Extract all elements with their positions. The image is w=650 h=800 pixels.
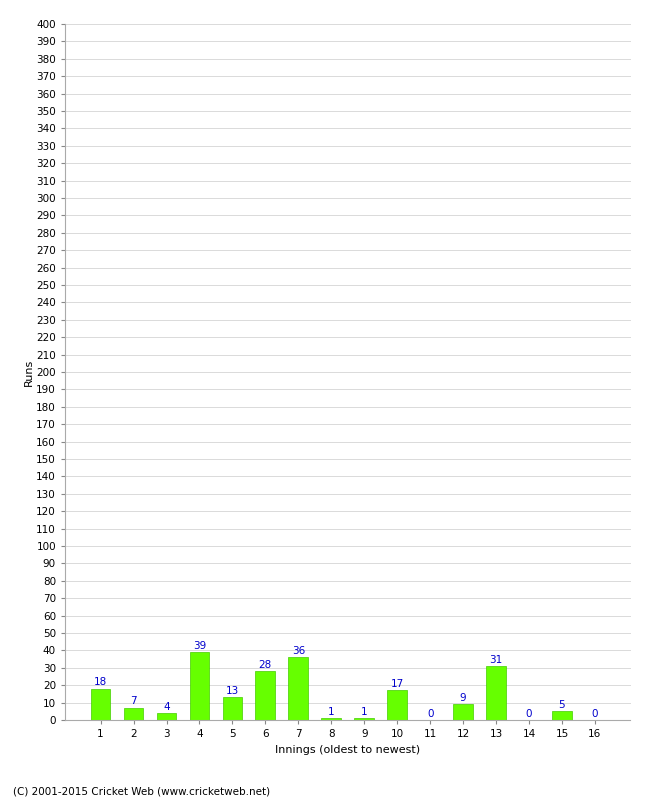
Bar [157, 713, 176, 720]
Text: 0: 0 [592, 709, 598, 719]
Text: 28: 28 [259, 660, 272, 670]
Bar [387, 690, 407, 720]
Bar [124, 708, 144, 720]
Text: 1: 1 [328, 707, 335, 717]
Bar [321, 718, 341, 720]
Bar [255, 671, 275, 720]
Text: 7: 7 [130, 697, 137, 706]
Bar [289, 658, 308, 720]
Bar [453, 704, 473, 720]
Text: 0: 0 [526, 709, 532, 719]
Bar [552, 711, 572, 720]
Text: 4: 4 [163, 702, 170, 712]
Text: 9: 9 [460, 693, 467, 703]
Y-axis label: Runs: Runs [23, 358, 33, 386]
Bar [486, 666, 506, 720]
Text: 0: 0 [427, 709, 434, 719]
Text: (C) 2001-2015 Cricket Web (www.cricketweb.net): (C) 2001-2015 Cricket Web (www.cricketwe… [13, 786, 270, 796]
Text: 17: 17 [391, 679, 404, 689]
Bar [354, 718, 374, 720]
Bar [190, 652, 209, 720]
Text: 31: 31 [489, 654, 502, 665]
Text: 36: 36 [292, 646, 305, 656]
Bar [91, 689, 111, 720]
Text: 13: 13 [226, 686, 239, 696]
Text: 39: 39 [193, 641, 206, 650]
Text: 5: 5 [558, 700, 566, 710]
Bar [222, 698, 242, 720]
Text: 18: 18 [94, 678, 107, 687]
X-axis label: Innings (oldest to newest): Innings (oldest to newest) [275, 745, 421, 754]
Text: 1: 1 [361, 707, 367, 717]
